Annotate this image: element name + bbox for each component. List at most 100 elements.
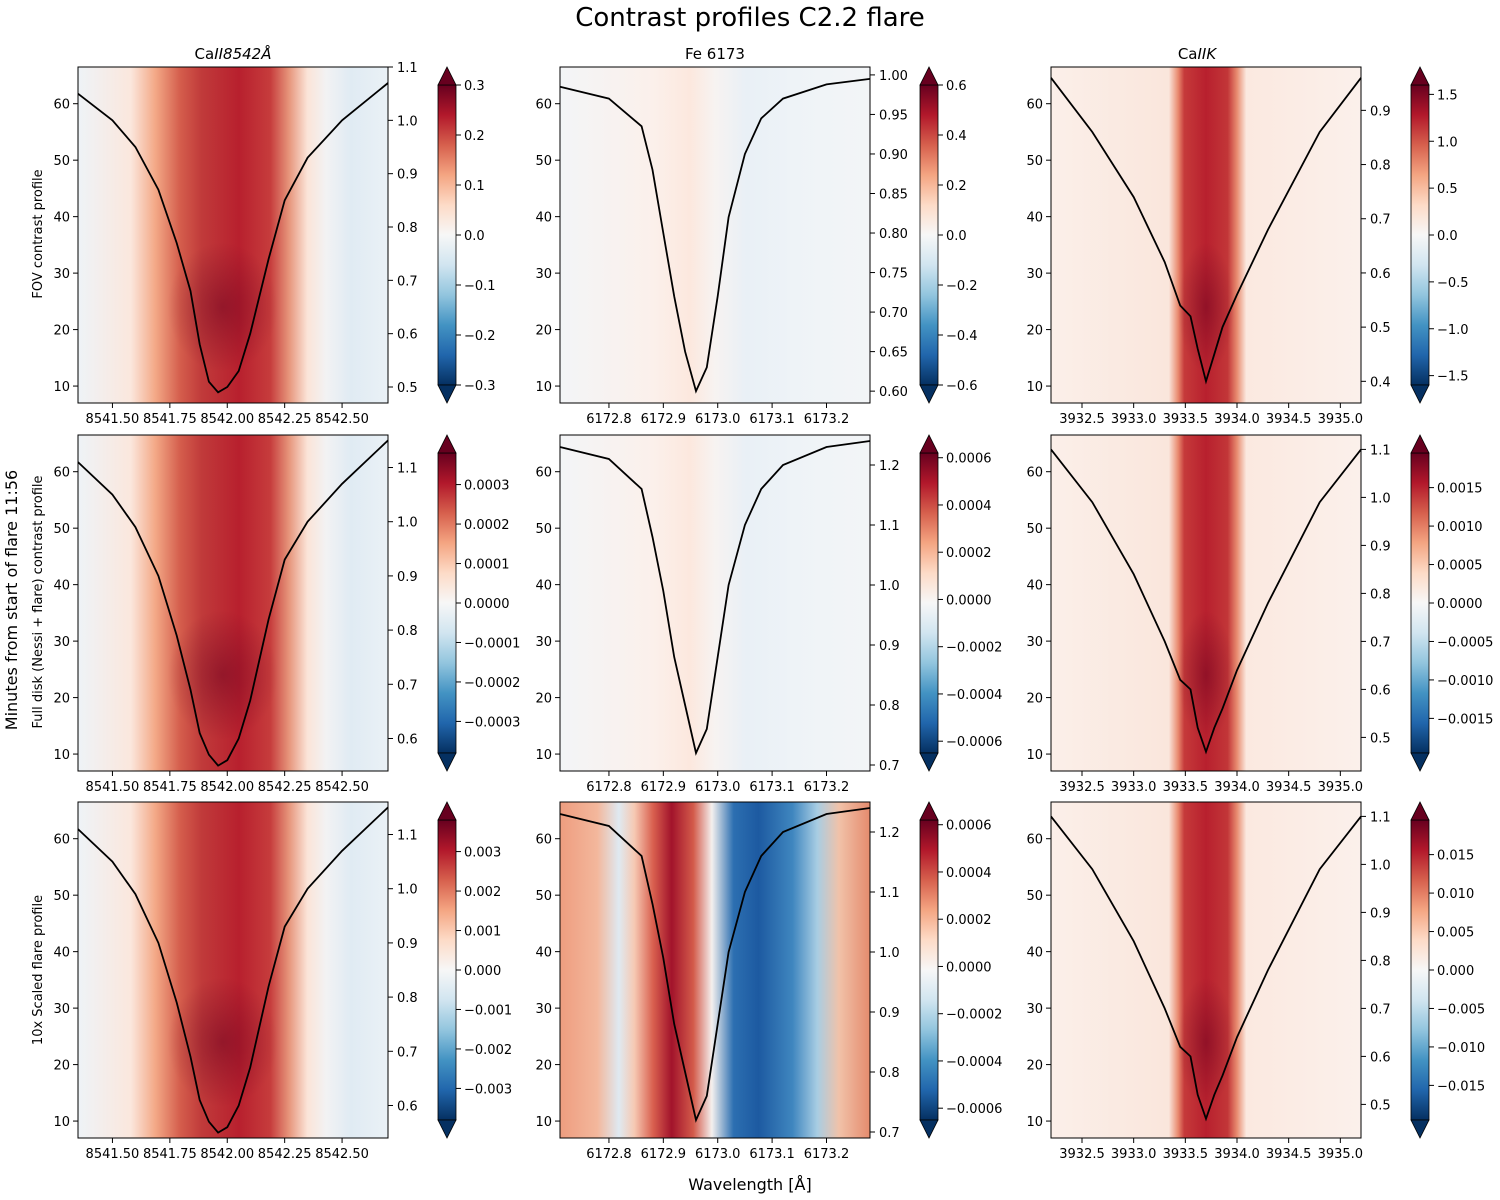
y-tick-label-r0c2-4: 50 [1026,154,1043,169]
y-tick-label-r2c2-3: 40 [1026,946,1043,961]
right-tick-label-r0c0-2: 0.7 [397,274,418,289]
y-tick-label-r1c2-0: 10 [1026,748,1043,763]
colorbar-extend-top-r1c1 [919,434,939,454]
frame-r0c2 [1050,66,1362,404]
colorbar-extend-top-r2c1 [919,801,939,821]
y-tick-label-r2c1-3: 40 [535,946,552,961]
x-tick-label-r2c2-4: 3934.5 [1266,1147,1312,1162]
y-tick-label-r1c1-5: 60 [535,466,552,481]
cbar-tick-label-r0c2-0: −1.5 [1437,370,1469,385]
cbar-tick-label-r2c0-1: −0.002 [464,1043,512,1058]
colorbar-r1c0 [437,452,457,754]
x-tick-label-r1c0-1: 8541.75 [143,780,197,795]
x-tick-label-r2c1-1: 6172.9 [641,1147,687,1162]
x-tick-label-r0c0-1: 8541.75 [143,412,197,427]
profile-line-r0c0 [77,82,389,394]
cbar-tick-label-r1c2-5: 0.0010 [1437,520,1483,535]
cbar-tick-label-r1c1-0: −0.0006 [946,735,1002,750]
cbar-tick-label-r0c1-2: −0.2 [946,279,978,294]
x-tick-label-r0c0-2: 8542.00 [200,412,254,427]
y-tick-label-r0c1-0: 10 [535,380,552,395]
x-tick-label-r1c0-3: 8542.25 [258,780,312,795]
right-tick-label-r2c2-0: 0.5 [1370,1098,1391,1113]
right-tick-label-r0c1-1: 0.65 [879,346,908,361]
y-tick-label-r1c0-0: 10 [53,748,70,763]
x-tick-label-r0c0-4: 8542.50 [315,412,369,427]
cbar-tick-label-r0c1-4: 0.2 [946,179,967,194]
y-tick-label-r0c0-1: 20 [53,324,70,339]
y-tick-label-r0c1-2: 30 [535,267,552,282]
colorbar-extend-bottom-r1c1 [919,752,939,772]
y-tick-label-r1c2-4: 50 [1026,522,1043,537]
x-tick-label-r1c2-3: 3934.0 [1214,780,1260,795]
x-tick-label-r2c0-2: 8542.00 [200,1147,254,1162]
cbar-tick-label-r1c2-1: −0.0010 [1437,674,1493,689]
frame-r1c1 [559,434,871,772]
y-tick-label-r1c0-5: 60 [53,466,70,481]
y-tick-label-r1c2-5: 60 [1026,466,1043,481]
x-tick-label-r2c1-2: 6173.0 [695,1147,741,1162]
panel-r2c0: 8541.50 8541.75 8542.00 8542.25 8542.50 10 20 3… [53,801,512,1162]
frame-r0c1 [559,66,871,404]
right-tick-label-r0c1-7: 0.95 [879,108,908,123]
panel-r1c2: 3932.5 3933.0 3933.5 3934.0 3934.5 3935.0 10 20… [1026,434,1493,795]
colorbar-r1c2 [1410,452,1430,754]
cbar-tick-label-r0c1-3: 0.0 [946,229,967,244]
cbar-tick-label-r1c2-4: 0.0005 [1437,559,1483,574]
y-tick-label-r1c1-3: 40 [535,579,552,594]
frame-r0c0 [77,66,389,404]
right-tick-label-r2c1-2: 0.9 [879,1006,900,1021]
x-tick-label-r0c2-2: 3933.5 [1163,412,1209,427]
y-tick-label-r0c2-0: 10 [1026,380,1043,395]
y-tick-label-r0c0-4: 50 [53,154,70,169]
right-tick-label-r0c2-0: 0.4 [1370,375,1391,390]
panel-r1c1: 6172.8 6172.9 6173.0 6173.1 6173.2 10 20 30 40 50… [535,434,1002,795]
cbar-tick-label-r1c0-3: 0.0000 [464,597,510,612]
cbar-tick-label-r1c1-5: 0.0004 [946,499,992,514]
cbar-tick-label-r0c1-1: −0.4 [946,329,978,344]
y-tick-label-r0c2-3: 40 [1026,211,1043,226]
right-tick-label-r2c2-1: 0.6 [1370,1050,1391,1065]
x-tick-label-r0c2-0: 3932.5 [1059,412,1105,427]
x-tick-label-r1c2-1: 3933.0 [1111,780,1157,795]
heatmap-core-r1c2 [1178,610,1234,740]
cbar-tick-label-r1c1-4: 0.0002 [946,546,992,561]
right-tick-label-r2c0-1: 0.7 [397,1045,418,1060]
cbar-tick-label-r2c0-6: 0.003 [464,846,501,861]
y-tick-label-r0c0-5: 60 [53,98,70,113]
right-tick-label-r0c1-3: 0.75 [879,267,908,282]
y-tick-label-r0c2-1: 20 [1026,324,1043,339]
right-tick-label-r1c1-5: 1.2 [879,459,900,474]
frame-r1c2 [1050,434,1362,772]
row-label-scaled: 10x Scaled flare profile [31,895,46,1045]
cbar-tick-label-r2c1-4: 0.0002 [946,913,992,928]
x-tick-label-r1c0-0: 8541.50 [86,780,140,795]
y-tick-label-r0c0-0: 10 [53,380,70,395]
y-tick-label-r1c0-1: 20 [53,692,70,707]
y-tick-label-r1c1-2: 30 [535,635,552,650]
colorbar-r1c1 [919,452,939,754]
x-tick-label-r2c1-3: 6173.1 [749,1147,795,1162]
right-tick-label-r1c2-6: 1.1 [1370,443,1391,458]
colorbar-extend-bottom-r1c2 [1410,752,1430,772]
colorbar-r0c0 [437,84,457,386]
right-tick-label-r0c0-0: 0.5 [397,381,418,396]
cbar-tick-label-r1c2-6: 0.0015 [1437,482,1483,497]
x-tick-label-r1c1-3: 6173.1 [749,780,795,795]
cbar-tick-label-r0c1-0: −0.6 [946,379,978,394]
x-tick-label-r0c0-3: 8542.25 [258,412,312,427]
y-tick-label-r2c1-4: 50 [535,889,552,904]
cbar-tick-label-r1c0-6: 0.0003 [464,479,510,494]
x-tick-label-r2c0-1: 8541.75 [143,1147,197,1162]
cbar-tick-label-r2c0-0: −0.003 [464,1082,512,1097]
right-tick-label-r2c2-2: 0.7 [1370,1002,1391,1017]
right-tick-label-r0c2-1: 0.5 [1370,321,1391,336]
x-tick-label-r2c2-3: 3934.0 [1214,1147,1260,1162]
heatmap-core-r0c2 [1178,242,1234,372]
y-tick-label-r0c1-5: 60 [535,98,552,113]
cbar-tick-label-r0c2-5: 1.0 [1437,135,1458,150]
colorbar-r0c2 [1410,84,1430,386]
frame-r2c0 [77,801,389,1139]
profile-line-r2c2 [1050,815,1362,1122]
x-tick-label-r0c1-4: 6173.2 [804,412,850,427]
